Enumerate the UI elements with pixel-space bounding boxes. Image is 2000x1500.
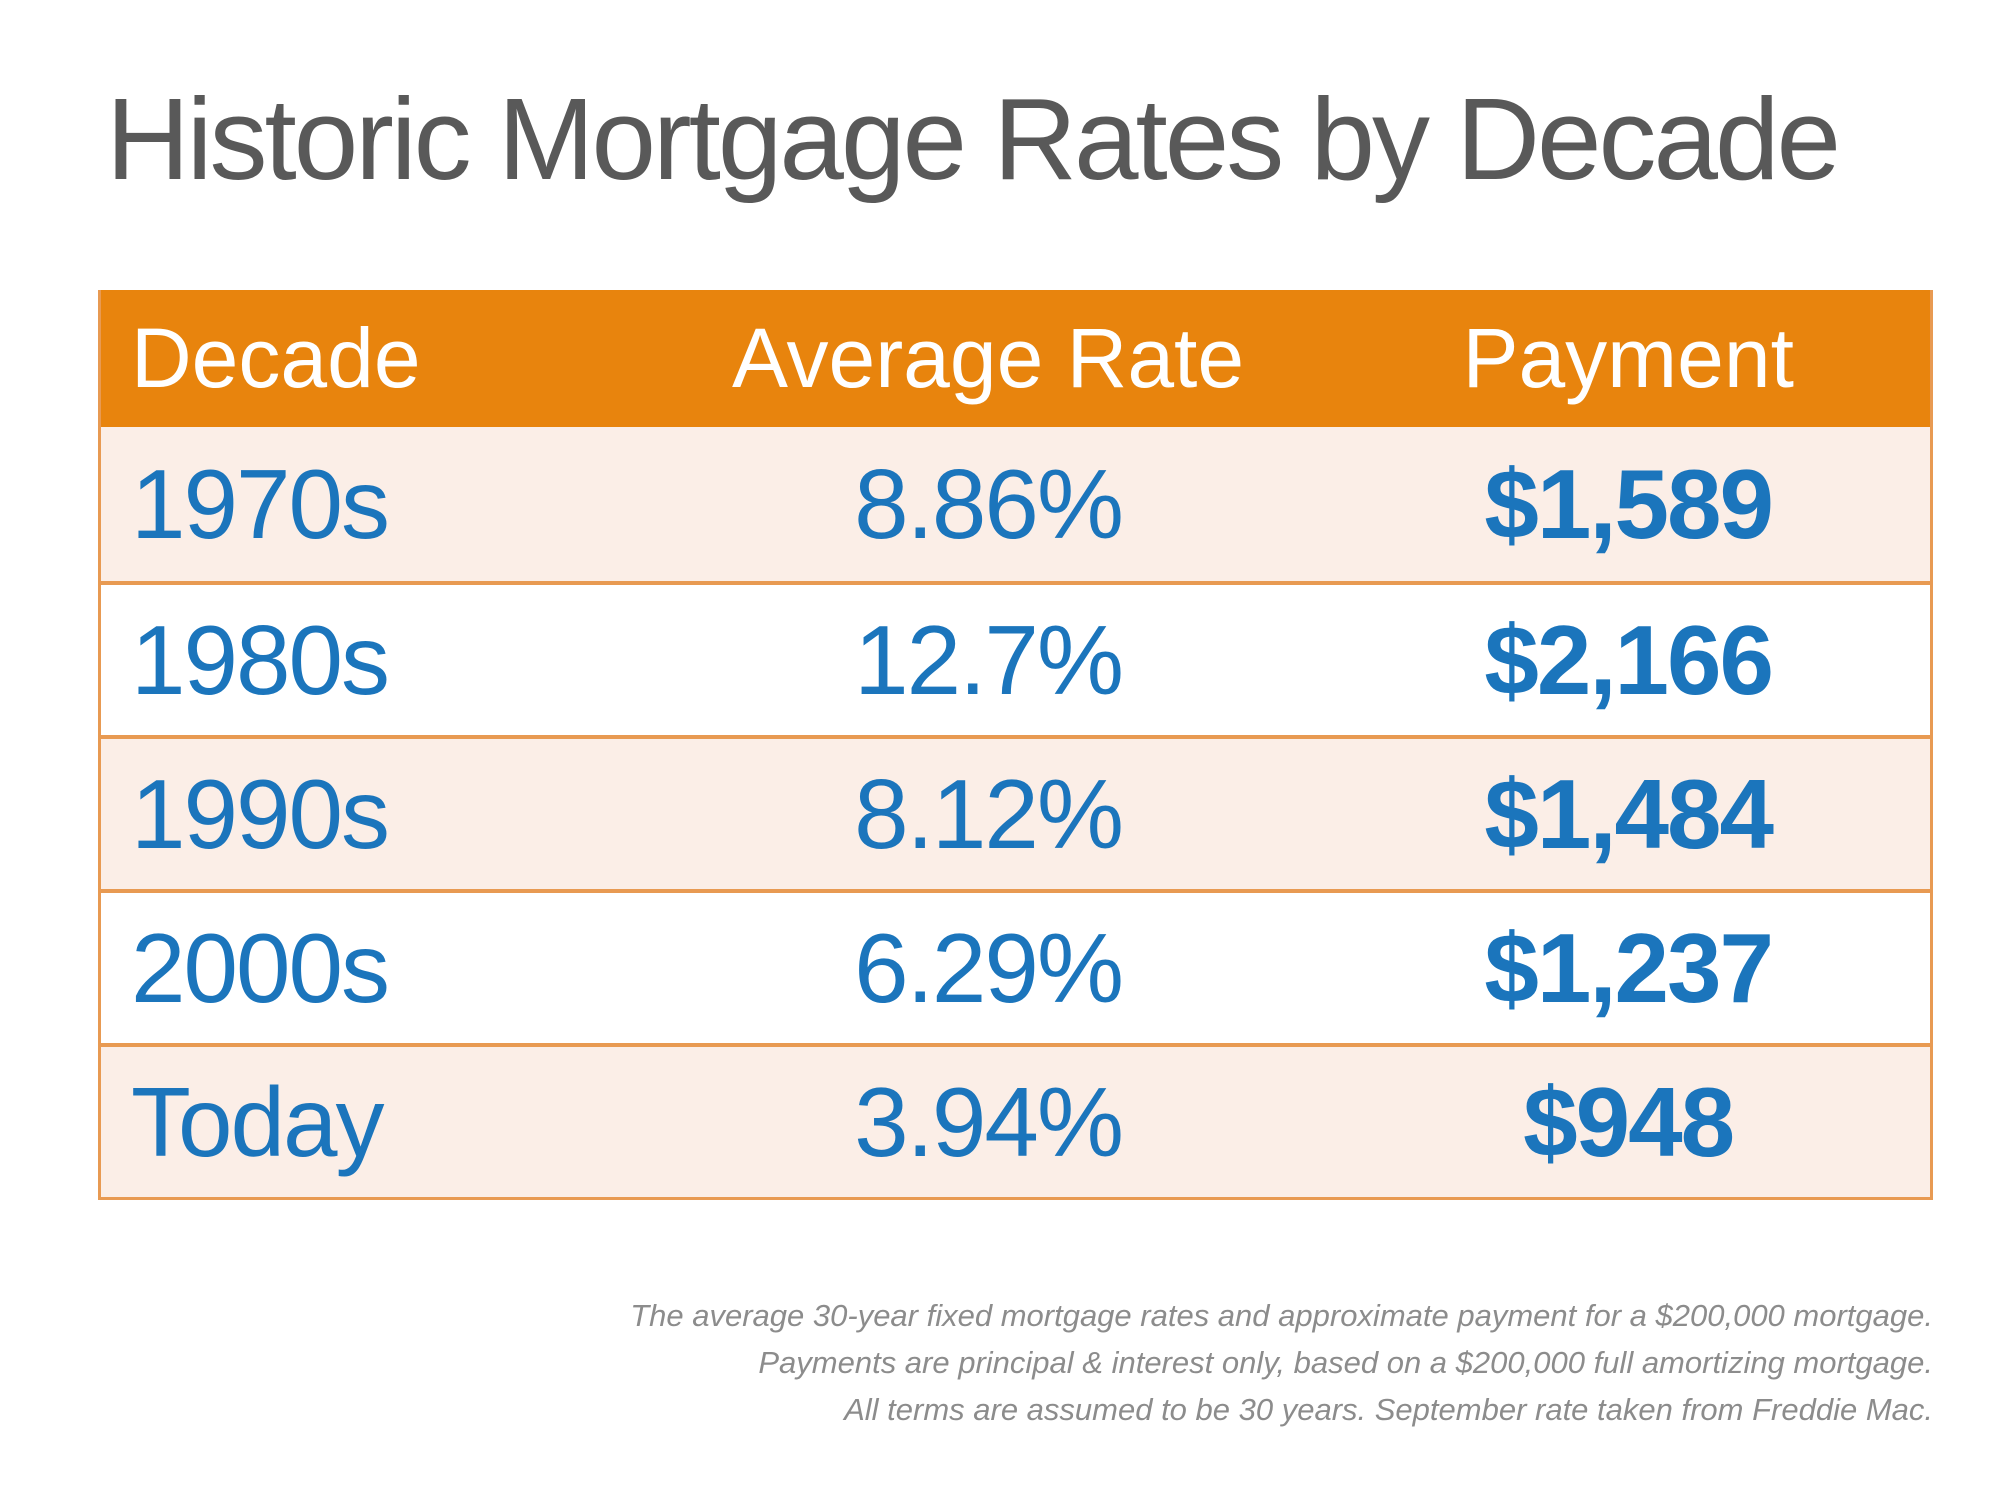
footnote-line-1: The average 30-year fixed mortgage rates… — [630, 1298, 1933, 1333]
footnote-line-3: All terms are assumed to be 30 years. Se… — [844, 1392, 1933, 1427]
payment-cell: $948 — [1523, 1066, 1735, 1177]
column-header-decade: Decade — [131, 311, 421, 405]
decade-cell: Today — [131, 1066, 385, 1177]
payment-cell: $1,589 — [1484, 448, 1774, 559]
rate-cell: 8.12% — [854, 758, 1124, 869]
footnote: The average 30-year fixed mortgage rates… — [98, 1292, 1933, 1433]
decade-cell: 1980s — [131, 604, 390, 715]
rate-cell: 8.86% — [854, 448, 1124, 559]
rate-cell: 6.29% — [854, 912, 1124, 1023]
payment-cell: $1,484 — [1484, 758, 1774, 869]
column-header-average-rate: Average Rate — [731, 311, 1245, 405]
table-row-today: Today 3.94% $948 — [101, 1043, 1930, 1197]
rate-cell: 3.94% — [854, 1066, 1124, 1177]
payment-cell: $1,237 — [1484, 912, 1774, 1023]
table-row-1980s: 1980s 12.7% $2,166 — [101, 581, 1930, 735]
page-title: Historic Mortgage Rates by Decade — [106, 74, 1841, 204]
column-header-payment: Payment — [1462, 311, 1794, 405]
table-header-row: Decade Average Rate Payment — [101, 290, 1930, 427]
decade-cell: 1970s — [131, 448, 390, 559]
decade-cell: 1990s — [131, 758, 390, 869]
mortgage-rates-table: Decade Average Rate Payment 1970s 8.86% … — [98, 290, 1933, 1200]
decade-cell: 2000s — [131, 912, 390, 1023]
table-row-1970s: 1970s 8.86% $1,589 — [101, 427, 1930, 581]
table-row-2000s: 2000s 6.29% $1,237 — [101, 889, 1930, 1043]
payment-cell: $2,166 — [1484, 604, 1774, 715]
rate-cell: 12.7% — [854, 604, 1124, 715]
table-row-1990s: 1990s 8.12% $1,484 — [101, 735, 1930, 889]
footnote-line-2: Payments are principal & interest only, … — [758, 1345, 1933, 1380]
